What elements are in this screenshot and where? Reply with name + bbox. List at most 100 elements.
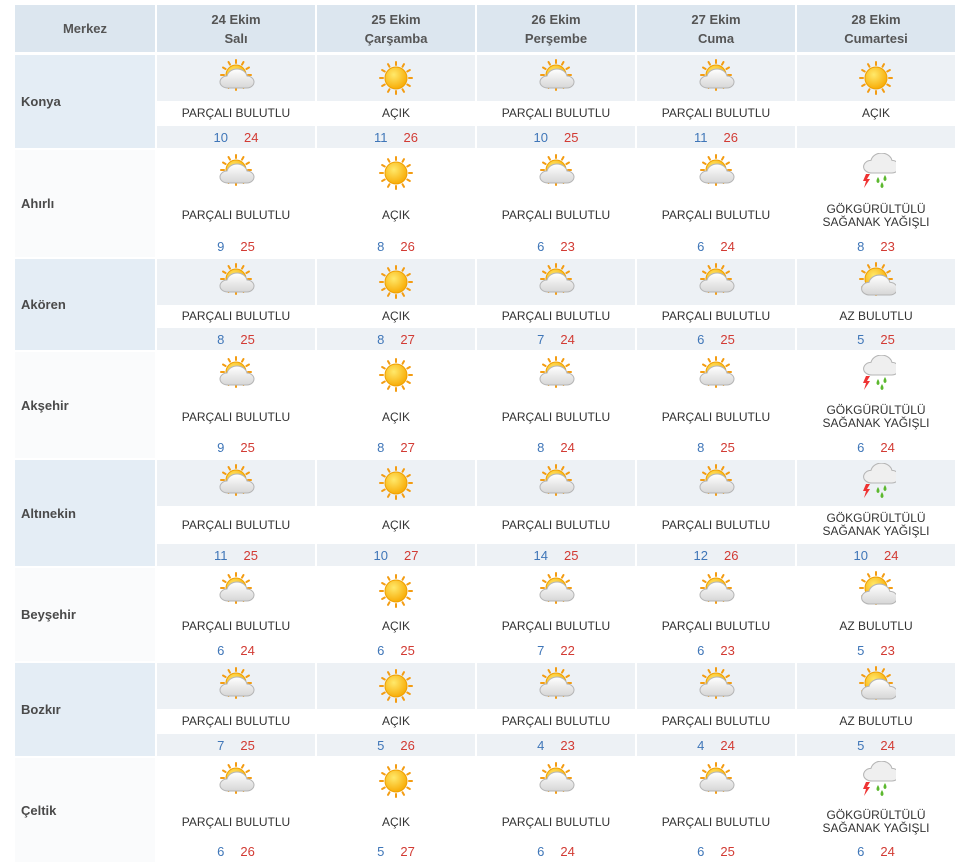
weather-icon-cell <box>477 352 635 398</box>
high-temp: 23 <box>720 642 735 658</box>
weather-icon <box>539 667 575 699</box>
condition-cell: PARÇALI BULUTLU <box>477 307 635 326</box>
temperature-cell: 6 26 <box>157 840 315 862</box>
temperature-cell: 8 25 <box>157 328 315 350</box>
low-temp: 10 <box>213 129 228 145</box>
condition-cell: PARÇALI BULUTLU <box>157 806 315 838</box>
weather-icon <box>219 263 255 295</box>
low-temp: 12 <box>693 547 708 563</box>
condition-cell: PARÇALI BULUTLU <box>637 400 795 434</box>
temperature-cell: 5 25 <box>797 328 955 350</box>
high-temp: 25 <box>400 642 415 658</box>
condition-cell: AZ BULUTLU <box>797 307 955 326</box>
condition-cell: GÖKGÜRÜLTÜLÜ SAĞANAK YAĞIŞLI <box>797 198 955 233</box>
condition: PARÇALI BULUTLU <box>181 814 291 829</box>
condition: PARÇALI BULUTLU <box>501 619 611 633</box>
low-temp: 5 <box>857 331 865 347</box>
header-title: Merkez <box>15 5 155 52</box>
condition-cell: PARÇALI BULUTLU <box>637 806 795 838</box>
temperature-cell: 11 26 <box>637 126 795 148</box>
weather-icon <box>539 356 575 388</box>
weather-icon <box>379 61 413 95</box>
location-name: Beyşehir <box>15 568 155 661</box>
high-temp: 26 <box>400 238 415 254</box>
weather-icon-cell <box>157 352 315 398</box>
high-temp: 24 <box>720 238 735 254</box>
high-temp: 24 <box>240 642 255 658</box>
condition-cell: PARÇALI BULUTLU <box>477 103 635 124</box>
low-temp: 6 <box>697 843 705 859</box>
temperature-cell: 8 25 <box>637 436 795 458</box>
weather-icon <box>859 262 896 296</box>
high-temp: 24 <box>880 843 895 859</box>
location-name: Bozkır <box>15 663 155 756</box>
header-weekday: Salı <box>224 30 248 46</box>
high-temp: 27 <box>400 331 415 347</box>
temperature-cell: 7 25 <box>157 734 315 756</box>
weather-icon-cell <box>157 663 315 709</box>
condition: PARÇALI BULUTLU <box>501 814 611 829</box>
high-temp: 25 <box>564 129 579 145</box>
temperature-cell: 7 24 <box>477 328 635 350</box>
weather-icon-cell <box>157 259 315 305</box>
condition-cell: PARÇALI BULUTLU <box>477 616 635 637</box>
weather-icon <box>379 669 413 703</box>
temperature-cell: 10 24 <box>797 544 955 566</box>
weather-icon <box>219 572 255 604</box>
condition: AZ BULUTLU <box>839 619 913 633</box>
condition: PARÇALI BULUTLU <box>661 517 771 532</box>
high-temp: 24 <box>884 547 899 563</box>
low-temp: 6 <box>857 843 865 859</box>
condition: PARÇALI BULUTLU <box>661 106 771 120</box>
weather-icon-cell <box>637 352 795 398</box>
condition: AÇIK <box>381 714 410 728</box>
low-temp: 8 <box>217 331 225 347</box>
weather-icon <box>539 572 575 604</box>
weather-icon <box>699 263 735 295</box>
high-temp: 25 <box>720 331 735 347</box>
low-temp: 4 <box>697 737 705 753</box>
condition: PARÇALI BULUTLU <box>661 409 771 424</box>
low-temp: 6 <box>537 843 545 859</box>
temperature-cell: 8 27 <box>317 436 475 458</box>
temperature-cell: 6 23 <box>637 639 795 661</box>
temperature-cell: 9 25 <box>157 235 315 257</box>
weather-icon-cell <box>797 55 955 101</box>
condition-cell: PARÇALI BULUTLU <box>157 616 315 637</box>
temperature-cell: 6 24 <box>477 840 635 862</box>
temperature-cell: 11 26 <box>317 126 475 148</box>
condition: PARÇALI BULUTLU <box>181 309 291 323</box>
weather-icon <box>539 263 575 295</box>
location-name: Ahırlı <box>15 150 155 257</box>
temperature-cell: 8 23 <box>797 235 955 257</box>
header-date: 27 Ekim <box>691 11 741 27</box>
condition-cell: PARÇALI BULUTLU <box>157 711 315 732</box>
high-temp: 25 <box>243 547 258 563</box>
header-day: 24 Ekim Salı <box>157 5 315 52</box>
low-temp: 7 <box>217 737 225 753</box>
weather-icon <box>699 572 735 604</box>
low-temp: 10 <box>533 129 548 145</box>
weather-icon <box>699 762 735 794</box>
condition-cell: GÖKGÜRÜLTÜLÜ SAĞANAK YAĞIŞLI <box>797 806 955 838</box>
low-temp: 5 <box>857 642 865 658</box>
header-date: 28 Ekim <box>851 11 901 27</box>
temperature-cell: 11 25 <box>157 544 315 566</box>
temperature-cell: 9 25 <box>157 436 315 458</box>
high-temp: 25 <box>880 331 895 347</box>
low-temp: 6 <box>697 642 705 658</box>
condition: AÇIK <box>381 208 410 222</box>
header-weekday: Çarşamba <box>364 30 428 46</box>
temperature-cell: 8 26 <box>317 235 475 257</box>
temperature-cell: 5 26 <box>317 734 475 756</box>
weather-icon-cell <box>317 55 475 101</box>
low-temp: 6 <box>217 642 225 658</box>
condition: AZ BULUTLU <box>839 714 913 728</box>
low-temp: 14 <box>533 547 548 563</box>
condition-cell: PARÇALI BULUTLU <box>157 103 315 124</box>
condition-cell: PARÇALI BULUTLU <box>477 198 635 233</box>
condition-cell: AÇIK <box>317 616 475 637</box>
condition: AÇIK <box>381 409 410 424</box>
condition-cell: PARÇALI BULUTLU <box>477 711 635 732</box>
high-temp: 26 <box>723 129 738 145</box>
